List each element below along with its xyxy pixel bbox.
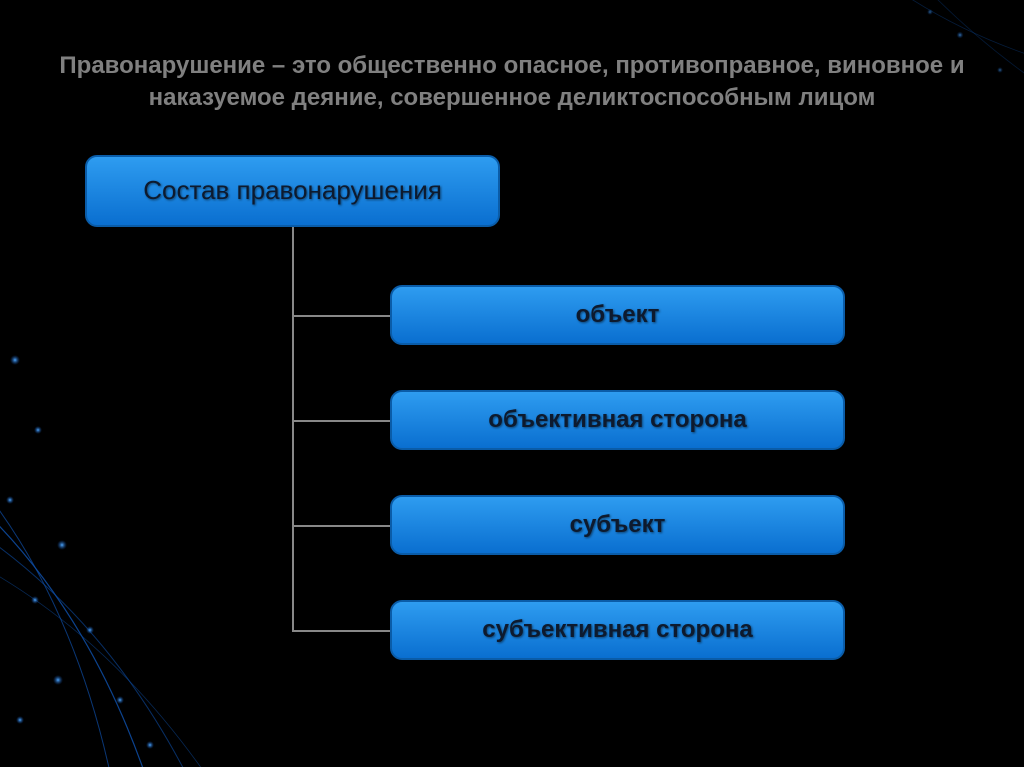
child-label-1: объективная сторона	[488, 406, 746, 434]
root-label: Состав правонарушения	[143, 175, 442, 206]
connector-vertical	[292, 227, 294, 630]
connector-h-0	[292, 315, 390, 317]
child-label-3: субъективная сторона	[482, 616, 752, 644]
connector-h-2	[292, 525, 390, 527]
child-node-1: объективная сторона	[390, 390, 845, 450]
child-label-0: объект	[576, 301, 660, 329]
child-node-3: субъективная сторона	[390, 600, 845, 660]
slide-title: Правонарушение – это общественно опасное…	[0, 0, 1024, 145]
connector-h-1	[292, 420, 390, 422]
child-node-0: объект	[390, 285, 845, 345]
connector-h-3	[292, 630, 390, 632]
child-label-2: субъект	[570, 511, 666, 539]
child-node-2: субъект	[390, 495, 845, 555]
root-node: Состав правонарушения	[85, 155, 500, 227]
